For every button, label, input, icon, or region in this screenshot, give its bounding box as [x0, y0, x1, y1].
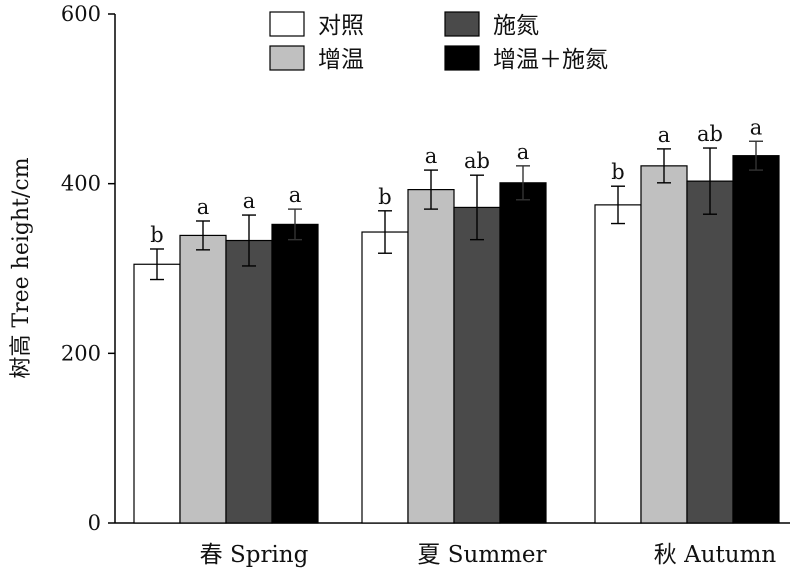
- significance-label: b: [611, 160, 624, 184]
- bar: [453, 206, 501, 524]
- bar: [271, 223, 319, 524]
- significance-label: a: [658, 123, 671, 147]
- legend-swatch: [444, 11, 480, 37]
- legend-label: 对照: [318, 13, 364, 39]
- bar: [225, 239, 273, 524]
- significance-label: b: [378, 185, 391, 209]
- legend-swatch: [269, 11, 305, 37]
- bar: [640, 165, 688, 524]
- legend-swatch: [444, 45, 480, 71]
- x-tick-label: 春 Spring: [200, 542, 309, 568]
- chart-axes: 0 200 400 600 春 Spring 夏 Summer 秋 Autumn: [61, 2, 790, 568]
- significance-label: a: [197, 195, 210, 219]
- significance-label: ab: [464, 149, 490, 173]
- x-tick-label: 夏 Summer: [417, 542, 546, 568]
- significance-label: a: [425, 144, 438, 168]
- bar: [361, 231, 409, 524]
- bar: [133, 263, 181, 524]
- significance-label: ab: [697, 122, 723, 146]
- significance-label: a: [243, 189, 256, 213]
- legend-label: 增温: [318, 47, 364, 73]
- legend-label: 增温＋施氮: [493, 47, 608, 73]
- y-tick-label: 400: [61, 172, 101, 196]
- legend-label: 施氮: [493, 13, 539, 39]
- y-tick-label: 0: [88, 511, 101, 535]
- chart-bars: ba a a ba ab aba ab a: [133, 115, 780, 524]
- bar: [732, 155, 780, 524]
- x-tick-label: 秋 Autumn: [654, 542, 777, 568]
- y-tick-label: 600: [61, 2, 101, 26]
- significance-label: a: [517, 140, 530, 164]
- y-axis-label: 树高 Tree height/cm: [9, 157, 34, 378]
- significance-label: b: [150, 223, 163, 247]
- bar: [594, 204, 642, 524]
- y-tick-label: 200: [61, 341, 101, 365]
- legend-swatch: [269, 45, 305, 71]
- significance-label: a: [750, 115, 763, 139]
- bar: [499, 182, 547, 524]
- bar: [407, 189, 455, 524]
- significance-label: a: [289, 183, 302, 207]
- bar: [179, 234, 227, 524]
- bar: [686, 180, 734, 524]
